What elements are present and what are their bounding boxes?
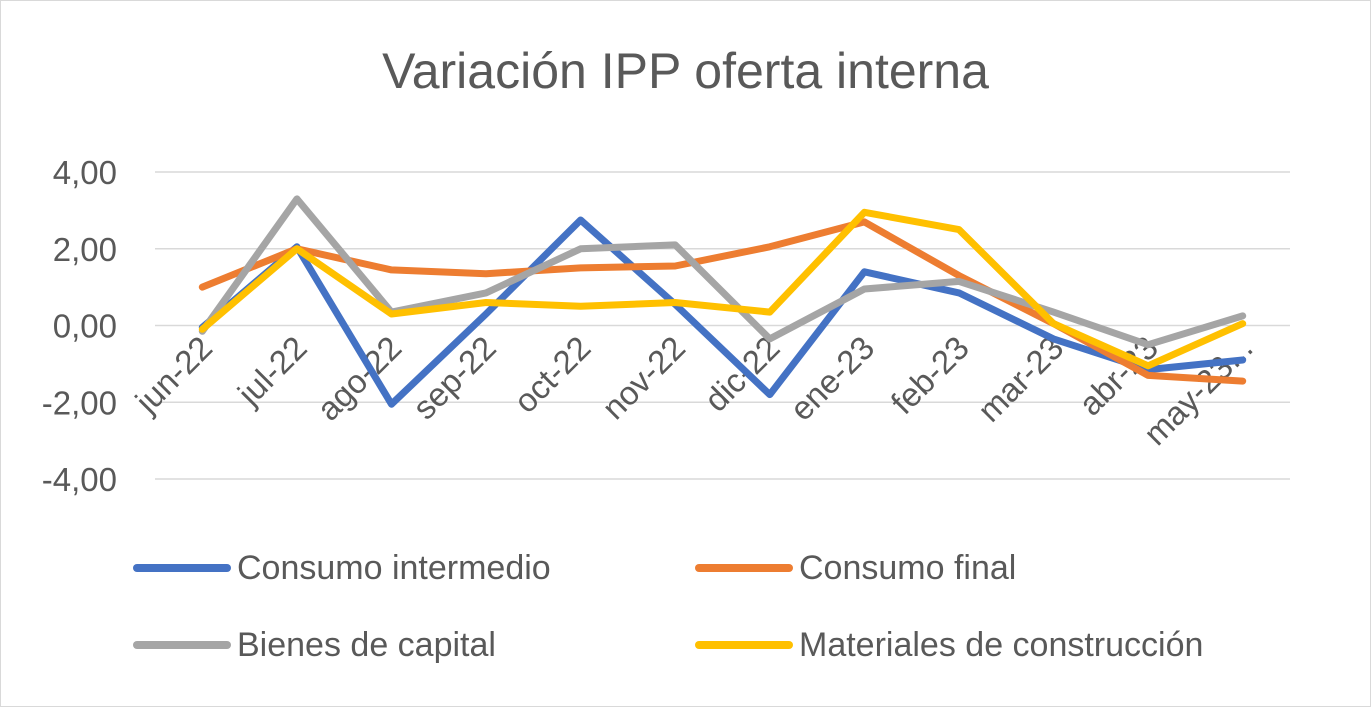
- y-tick-label: 0,00: [53, 308, 117, 345]
- x-tick-label: oct-22: [507, 329, 598, 420]
- y-tick-label: 4,00: [53, 154, 117, 191]
- x-tick-label: mar-23: [970, 329, 1070, 429]
- series-line-bienes-de-capital: [198, 195, 1247, 349]
- series-lines: [198, 195, 1247, 408]
- x-tick-label: jul-22: [230, 329, 314, 413]
- y-axis-ticks: 4,00 2,00 0,00 -2,00 -4,00: [42, 154, 117, 498]
- y-tick-label: 2,00: [53, 231, 117, 268]
- chart-title: Variación IPP oferta interna: [382, 43, 989, 99]
- series-line-consumo-intermedio: [198, 216, 1247, 408]
- gridlines: [155, 171, 1290, 480]
- y-tick-label: -4,00: [42, 461, 117, 498]
- x-tick-label: nov-22: [595, 329, 693, 427]
- x-tick-label: ene-23: [782, 329, 881, 428]
- x-tick-label: jun-22: [128, 329, 220, 421]
- x-tick-label: feb-23: [884, 329, 976, 421]
- series-line-materiales-de-construcci-n: [198, 208, 1247, 370]
- y-tick-label: -2,00: [42, 384, 117, 421]
